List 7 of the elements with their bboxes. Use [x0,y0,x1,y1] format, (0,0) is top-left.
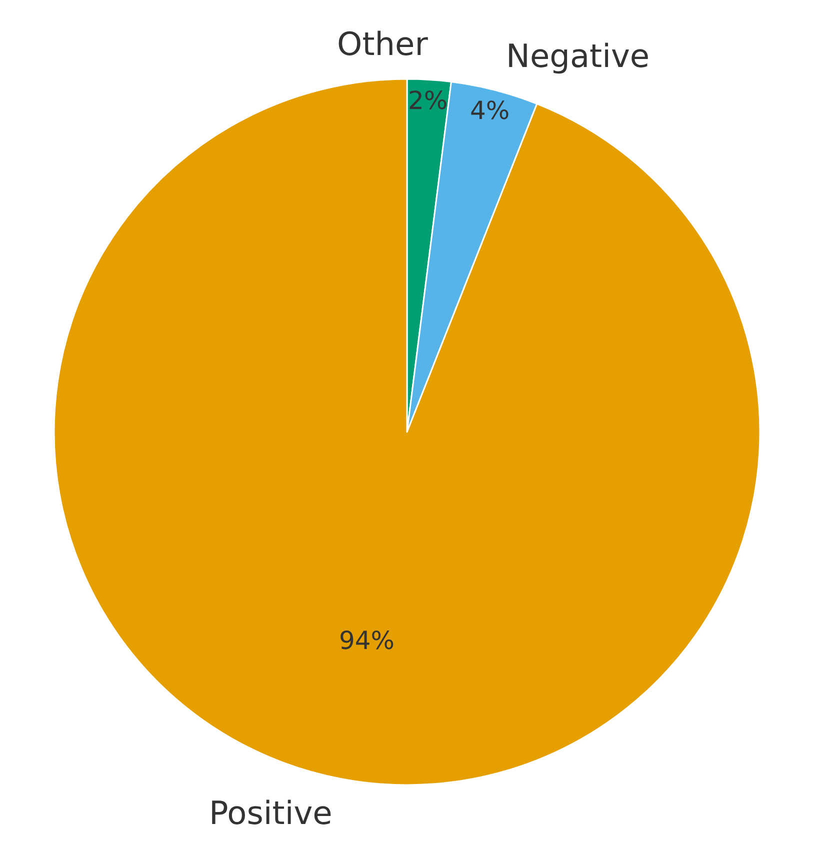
data-label: 4% [470,96,510,125]
data-label: 2% [408,86,448,115]
slice-label: Other [337,25,429,63]
slice-label: Positive [209,794,332,832]
data-label: 94% [339,626,395,655]
pie-slice [53,78,760,786]
slice-label: Negative [506,37,650,75]
